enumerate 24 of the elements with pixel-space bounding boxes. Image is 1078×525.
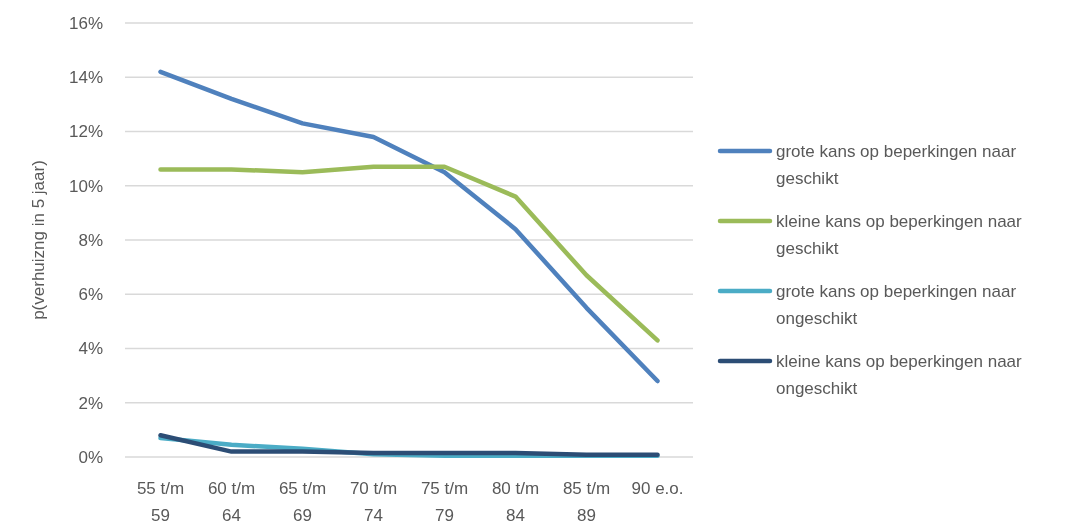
x-tick-label: 55 t/m 59 <box>136 479 185 525</box>
legend-label: grote kans op beperkingen naar ongeschikt <box>776 281 1017 328</box>
y-tick-label: 8% <box>78 230 103 250</box>
legend-label: kleine kans op beperkingen naar ongeschikt <box>776 351 1023 398</box>
legend-label: kleine kans op beperkingen naar geschikt <box>776 211 1023 258</box>
x-tick-label: 90 e.o. <box>631 479 684 498</box>
y-tick-label: 0% <box>78 447 103 467</box>
y-tick-label: 6% <box>78 285 103 305</box>
x-tick-label: 70 t/m 74 <box>349 479 398 525</box>
y-axis-title: p(verhuizng in 5 jaar) <box>28 160 48 320</box>
x-tick-label: 65 t/m 69 <box>278 479 327 525</box>
x-tick-label: 75 t/m 79 <box>420 479 469 525</box>
y-tick-label: 10% <box>68 176 103 196</box>
y-tick-label: 14% <box>68 68 103 88</box>
line-series <box>158 69 660 384</box>
legend-label: grote kans op beperkingen naar geschikt <box>776 141 1017 188</box>
y-tick-label: 2% <box>78 393 103 413</box>
y-tick-label: 16% <box>68 13 103 33</box>
x-tick-label: 60 t/m 64 <box>207 479 256 525</box>
y-tick-label: 4% <box>78 339 103 359</box>
x-tick-label: 85 t/m 89 <box>562 479 611 525</box>
line-series <box>158 164 660 343</box>
x-tick-label: 80 t/m 84 <box>491 479 540 525</box>
y-tick-label: 12% <box>68 122 103 142</box>
